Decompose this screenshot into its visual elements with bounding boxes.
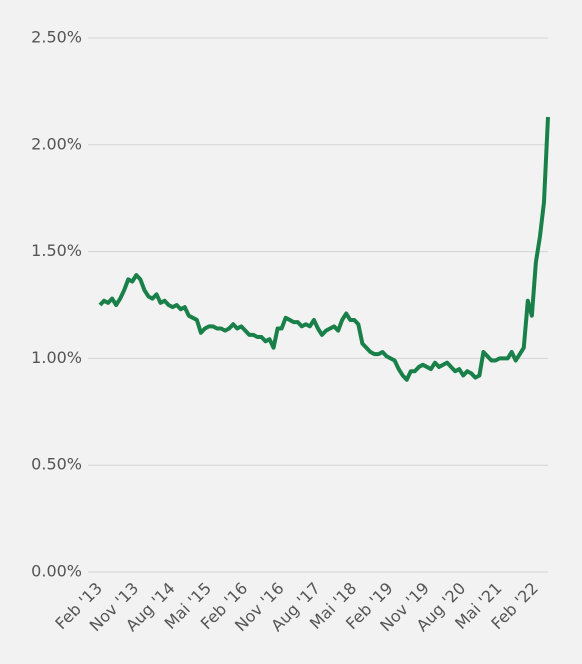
y-tick-label: 0.00% <box>31 562 82 581</box>
y-tick-label: 1.00% <box>31 348 82 367</box>
y-tick-label: 1.50% <box>31 241 82 260</box>
data-line <box>98 116 550 382</box>
y-tick-label: 0.50% <box>31 455 82 474</box>
y-tick-label: 2.00% <box>31 134 82 153</box>
y-tick-label: 2.50% <box>31 28 82 47</box>
